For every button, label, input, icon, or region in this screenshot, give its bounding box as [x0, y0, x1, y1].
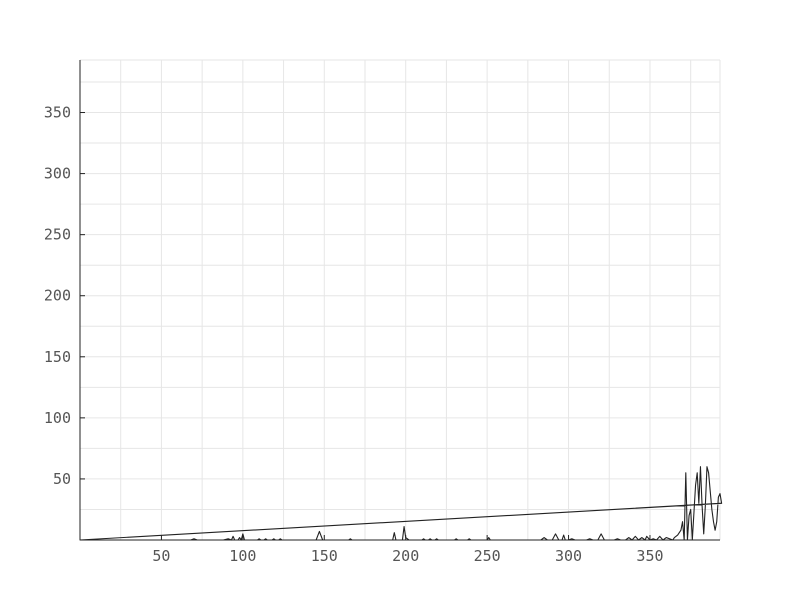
x-tick-label: 300 — [555, 547, 582, 565]
x-tick-label: 250 — [474, 547, 501, 565]
x-tick-label: 200 — [392, 547, 419, 565]
x-tick-label: 50 — [152, 547, 170, 565]
axes — [79, 60, 720, 541]
tick-labels: 50 100 150 200 250 300 350 50 100 150 200 250 300 350 — [44, 104, 664, 565]
y-tick-label: 350 — [44, 104, 71, 122]
x-tick-label: 350 — [636, 547, 663, 565]
x-tick-label: 150 — [311, 547, 338, 565]
y-tick-label: 250 — [44, 226, 71, 244]
grid — [80, 59, 721, 540]
x-tick-label: 100 — [229, 547, 256, 565]
y-tick-label: 100 — [44, 409, 71, 427]
series-layer — [79, 466, 723, 541]
y-tick-label: 300 — [44, 165, 71, 183]
y-tick-label: 200 — [44, 287, 71, 305]
y-tick-label: 150 — [44, 348, 71, 366]
series-line-0 — [79, 466, 723, 541]
y-tick-label: 50 — [53, 470, 71, 488]
